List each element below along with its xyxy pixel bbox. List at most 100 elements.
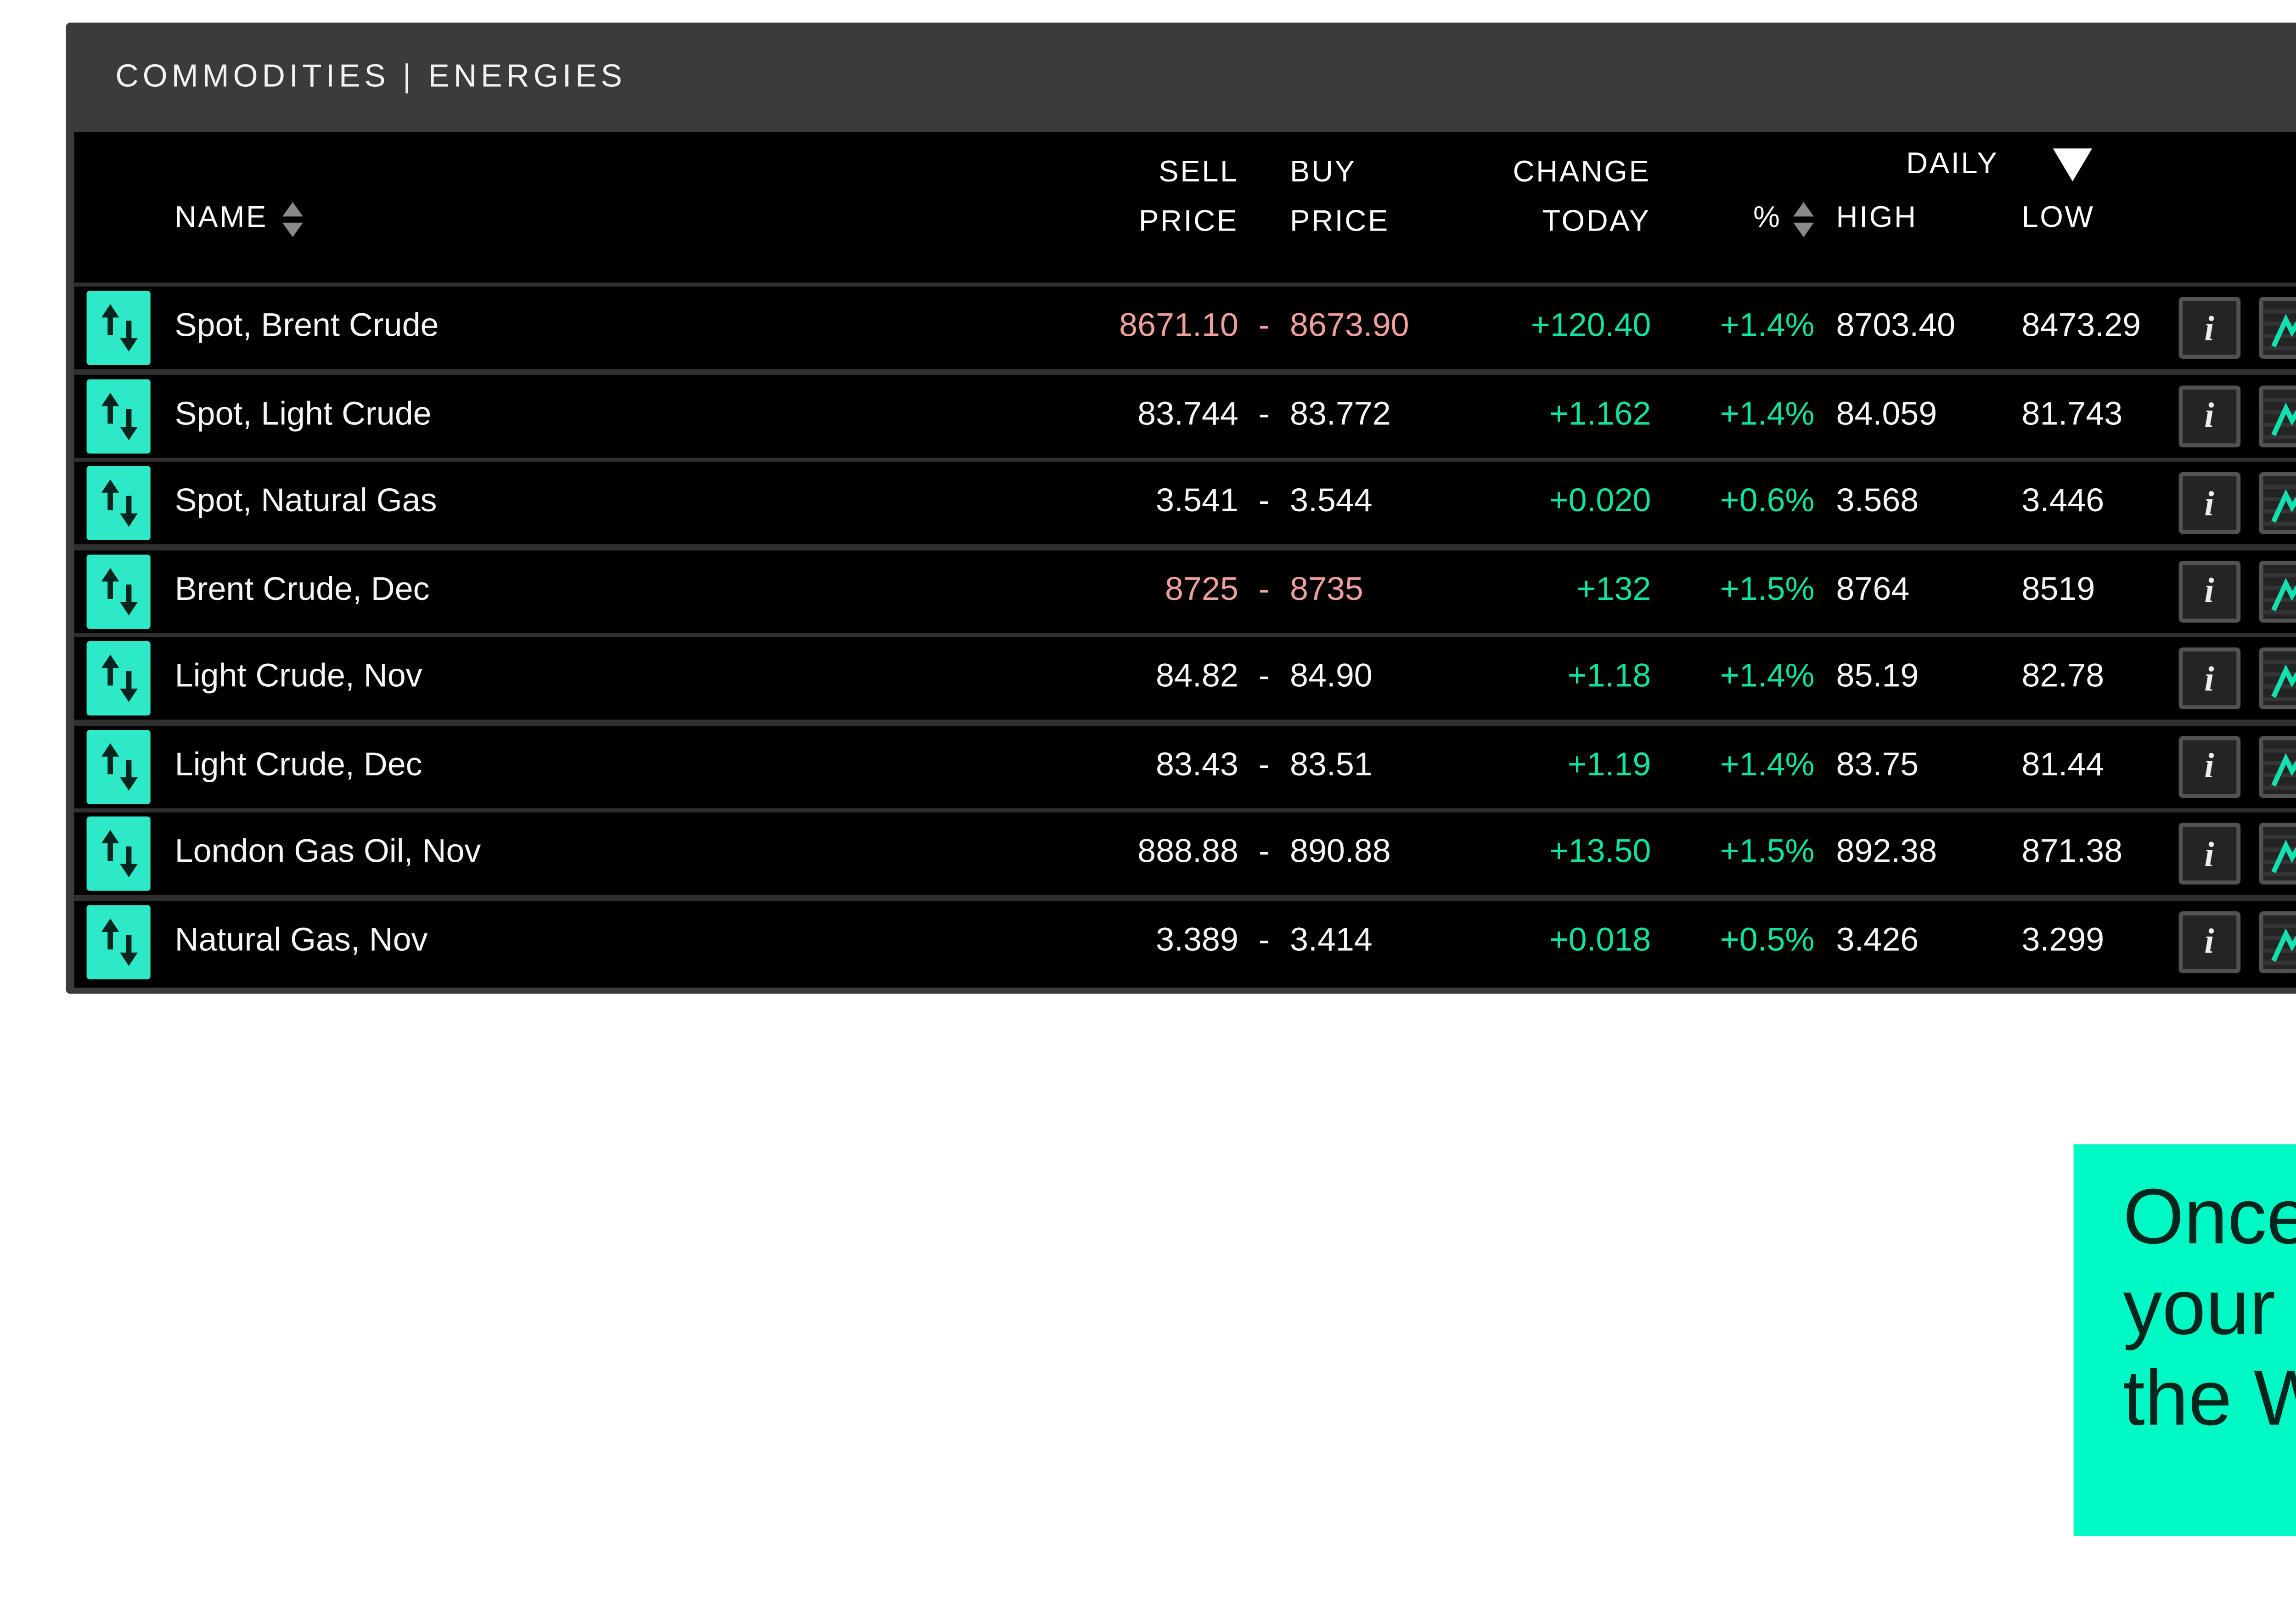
table-row: Light Crude, Dec 83.43 - 83.51 +1.19 +1.…	[74, 725, 2296, 808]
chart-button[interactable]	[2258, 910, 2296, 972]
header-change-today: CHANGE TODAY	[1513, 155, 1651, 238]
daily-high: 8764	[1836, 572, 1910, 608]
buy-price[interactable]: 83.51	[1290, 747, 1373, 783]
chart-button[interactable]	[2258, 473, 2296, 535]
price-dash: -	[1258, 660, 1270, 695]
watchlist-callout: Once logged into your account, click the…	[2073, 1144, 2296, 1536]
daily-high: 84.059	[1836, 397, 1937, 433]
sell-price[interactable]: 8725	[1165, 572, 1238, 608]
change-today: +132	[1576, 572, 1651, 608]
chart-button[interactable]	[2258, 298, 2296, 360]
daily-range-dropdown[interactable]: DAILY	[1906, 147, 2092, 181]
price-dash: -	[1258, 835, 1270, 870]
info-button[interactable]: i	[2178, 560, 2240, 622]
info-icon: i	[2204, 571, 2214, 611]
buy-price[interactable]: 890.88	[1290, 835, 1391, 870]
instrument-name: Light Crude, Dec	[174, 747, 422, 783]
sell-price[interactable]: 888.88	[1137, 835, 1238, 870]
table-row: Brent Crude, Dec 8725 - 8735 +132 +1.5% …	[74, 550, 2296, 633]
daily-high: 83.75	[1836, 747, 1919, 783]
sell-price[interactable]: 8671.10	[1119, 310, 1238, 345]
info-button[interactable]: i	[2178, 473, 2240, 535]
daily-low: 3.446	[2021, 485, 2105, 520]
row-separator	[74, 370, 2296, 375]
instrument-icon	[87, 729, 152, 803]
daily-low: 8519	[2021, 572, 2095, 608]
chart-icon	[2271, 577, 2296, 611]
info-icon: i	[2204, 396, 2214, 436]
header-sell-price: SELL PRICE	[1138, 155, 1238, 238]
row-separator	[74, 457, 2296, 463]
instrument-name: Light Crude, Nov	[174, 660, 422, 695]
instrument-icon	[87, 641, 152, 716]
buy-price[interactable]: 84.90	[1290, 660, 1373, 695]
change-percent: +1.5%	[1720, 572, 1815, 608]
table-rows: Spot, Brent Crude 8671.10 - 8673.90 +120…	[74, 282, 2296, 983]
buy-price[interactable]: 3.544	[1290, 485, 1373, 520]
daily-low: 81.743	[2021, 397, 2123, 433]
table-row: Spot, Brent Crude 8671.10 - 8673.90 +120…	[74, 287, 2296, 370]
chart-button[interactable]	[2258, 823, 2296, 885]
change-percent: +1.4%	[1720, 660, 1815, 695]
instrument-name: Spot, Natural Gas	[174, 485, 437, 520]
row-separator	[74, 545, 2296, 550]
row-separator	[74, 807, 2296, 813]
info-button[interactable]: i	[2178, 298, 2240, 360]
instrument-name: Brent Crude, Dec	[174, 572, 430, 608]
instrument-icon	[87, 379, 152, 453]
row-separator	[74, 895, 2296, 900]
daily-label: DAILY	[1906, 147, 1999, 181]
change-today: +0.018	[1549, 922, 1651, 958]
sell-price[interactable]: 83.744	[1137, 397, 1238, 433]
buy-price[interactable]: 8673.90	[1290, 310, 1409, 345]
sell-price[interactable]: 83.43	[1156, 747, 1238, 783]
chart-icon	[2271, 665, 2296, 699]
chart-button[interactable]	[2258, 735, 2296, 797]
info-button[interactable]: i	[2178, 910, 2240, 972]
header-name-label: NAME	[174, 202, 268, 235]
callout-text: Once logged into your account, click the…	[2123, 1175, 2296, 1444]
change-percent: +0.5%	[1720, 922, 1815, 958]
table-row: Light Crude, Nov 84.82 - 84.90 +1.18 +1.…	[74, 637, 2296, 720]
header-percent-label: %	[1753, 202, 1782, 235]
chart-button[interactable]	[2258, 385, 2296, 447]
daily-low: 871.38	[2021, 835, 2123, 870]
chart-icon	[2271, 315, 2296, 349]
daily-high: 3.568	[1836, 485, 1919, 520]
chart-button[interactable]	[2258, 648, 2296, 710]
table-row: Natural Gas, Nov 3.389 - 3.414 +0.018 +0…	[74, 900, 2296, 983]
chart-icon	[2271, 402, 2296, 436]
header-percent-sort[interactable]: %	[1658, 201, 1815, 236]
info-button[interactable]: i	[2178, 823, 2240, 885]
daily-high: 8703.40	[1836, 310, 1956, 345]
change-today: +1.19	[1567, 747, 1651, 783]
header-buy-price: BUY PRICE	[1290, 155, 1390, 238]
change-today: +120.40	[1531, 310, 1651, 345]
chart-icon	[2271, 752, 2296, 786]
header-name-sort[interactable]: NAME	[175, 201, 303, 236]
daily-high: 3.426	[1836, 922, 1919, 958]
price-dash: -	[1258, 922, 1270, 958]
info-icon: i	[2204, 484, 2214, 524]
sell-price[interactable]: 3.389	[1156, 922, 1238, 958]
buy-price[interactable]: 83.772	[1290, 397, 1391, 433]
daily-low: 3.299	[2021, 922, 2105, 958]
info-button[interactable]: i	[2178, 735, 2240, 797]
buy-price[interactable]: 8735	[1290, 572, 1363, 608]
sell-price[interactable]: 3.541	[1156, 485, 1238, 520]
row-separator	[74, 720, 2296, 725]
info-icon: i	[2204, 921, 2214, 961]
info-icon: i	[2204, 746, 2214, 786]
window-title: COMMODITIES | ENERGIES	[115, 60, 626, 95]
info-button[interactable]: i	[2178, 648, 2240, 710]
info-icon: i	[2204, 309, 2214, 349]
instrument-name: Natural Gas, Nov	[174, 922, 428, 958]
chart-button[interactable]	[2258, 560, 2296, 622]
table-row: Spot, Light Crude 83.744 - 83.772 +1.162…	[74, 375, 2296, 457]
info-button[interactable]: i	[2178, 385, 2240, 447]
buy-price[interactable]: 3.414	[1290, 922, 1373, 958]
instrument-icon	[87, 816, 152, 891]
table-row: London Gas Oil, Nov 888.88 - 890.88 +13.…	[74, 812, 2296, 895]
sell-price[interactable]: 84.82	[1156, 660, 1238, 695]
